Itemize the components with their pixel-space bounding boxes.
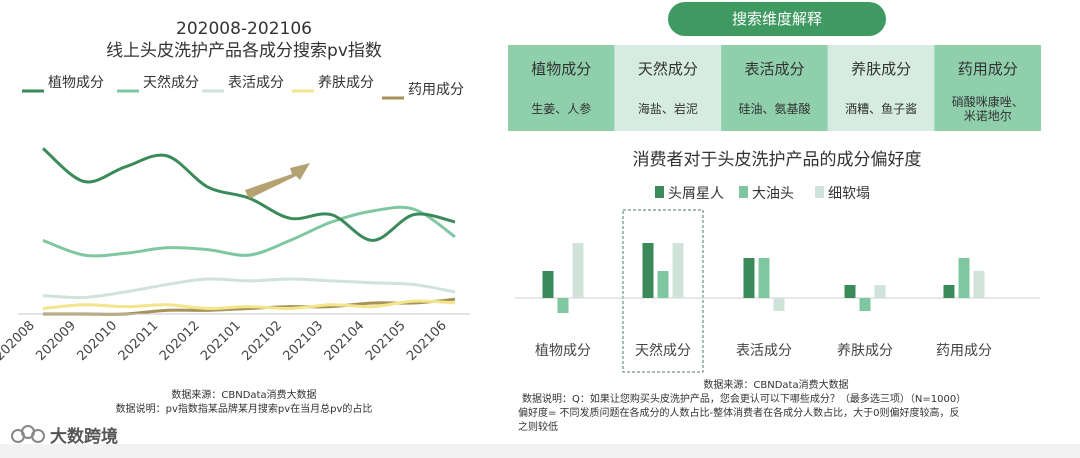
- bar-legend-swatch: [739, 186, 748, 198]
- bar-category-label: 养肤成分: [837, 343, 893, 359]
- bottom-bar: [0, 444, 1080, 458]
- bar-category-labels: 植物成分 天然成分 表活成分 养肤成分 药用成分: [535, 342, 992, 359]
- bar-legend-swatch: [655, 186, 664, 198]
- dimension-cell-value: 米诺地尔: [964, 108, 1012, 123]
- series-line: [42, 299, 456, 310]
- dimension-cell-value: 生姜、人参: [531, 101, 591, 116]
- left-explain-note: 数据说明：pv指数指某品牌某月搜索pv在当月总pv的占比: [116, 402, 373, 415]
- bar: [743, 258, 755, 298]
- bar: [859, 298, 871, 311]
- bar: [657, 271, 669, 298]
- highlight-box: [622, 209, 704, 373]
- dimension-cell-head: 养肤成分: [851, 60, 911, 78]
- line-chart-legend: 植物成分 天然成分 表活成分 养肤成分 药用成分: [22, 74, 464, 100]
- bar-legend-item: 头屑星人: [655, 186, 724, 202]
- legend-label: 表活成分: [228, 75, 284, 91]
- bar-chart-legend: 头屑星人 大油头 细软塌: [655, 186, 870, 202]
- bar: [874, 285, 886, 298]
- dimension-cell-head: 药用成分: [958, 60, 1018, 78]
- bar-legend-label: 细软塌: [828, 186, 870, 202]
- legend-label: 植物成分: [48, 75, 104, 91]
- legend-item: 药用成分: [382, 82, 464, 100]
- bar-legend-label: 头屑星人: [668, 186, 724, 202]
- dimension-cell-value: 酒糟、鱼子酱: [845, 101, 917, 116]
- line-chart-title-line1: 202008-202106: [176, 19, 312, 39]
- legend-label: 天然成分: [143, 74, 199, 91]
- right-source-note: 数据来源：CBNData消费大数据: [703, 378, 848, 391]
- line-chart: 202008-202106 线上头皮洗护产品各成分搜索pv指数 植物成分 天然成分…: [0, 19, 470, 447]
- bar: [943, 285, 955, 298]
- bar-chart-title: 消费者对于头皮洗护产品的成分偏好度: [633, 150, 922, 170]
- bar-category-label: 天然成分: [635, 342, 691, 359]
- dimension-cell-head: 表活成分: [744, 60, 804, 78]
- bar: [758, 258, 770, 298]
- legend-item: 植物成分: [22, 75, 104, 93]
- bar: [773, 298, 785, 311]
- legend-item: 表活成分: [202, 75, 284, 93]
- bar: [844, 285, 856, 298]
- dimension-cell-bg: [614, 45, 722, 131]
- pref-note-line1: 偏好度= 不同发质问题在各成分的人数占比-整体消费者在各成分人数占比，大于0则偏…: [518, 406, 960, 419]
- legend-item: 养肤成分: [292, 75, 374, 93]
- bar-legend-label: 大油头: [752, 186, 794, 202]
- bar-legend-swatch: [815, 186, 824, 198]
- dimension-cell-bg: [721, 45, 828, 131]
- bar: [572, 243, 584, 298]
- legend-label: 药用成分: [408, 82, 464, 98]
- line-chart-title-line2: 线上头皮洗护产品各成分搜索pv指数: [106, 41, 382, 61]
- bar-legend-item: 细软塌: [815, 186, 870, 202]
- bar-category-label: 植物成分: [535, 343, 591, 359]
- bar-series-group: [542, 243, 985, 313]
- bar-category-label: 药用成分: [936, 343, 992, 359]
- legend-label: 养肤成分: [318, 75, 374, 91]
- dimension-cell-value: 海盐、岩泥: [638, 101, 698, 116]
- dimension-cell-bg: [508, 45, 615, 131]
- right-explain-note: 数据说明：Q：如果让您购买头皮洗护产品，您会更认可以下哪些成分？（最多选三项）（…: [522, 392, 966, 405]
- bar: [642, 243, 654, 298]
- legend-item: 天然成分: [117, 74, 199, 93]
- dimension-cell-value: 硅油、氨基酸: [738, 101, 810, 116]
- dimension-table: 植物成分生姜、人参天然成分海盐、岩泥表活成分硅油、氨基酸养肤成分酒糟、鱼子酱药用…: [508, 45, 1041, 131]
- bar: [557, 298, 569, 313]
- series-line: [42, 205, 456, 258]
- logo: 大数跨境: [11, 425, 118, 447]
- dimension-banner-text: 搜索维度解释: [732, 10, 822, 28]
- dimension-cell-value: 硝酸咪康唑、: [952, 94, 1024, 109]
- bar: [542, 271, 554, 298]
- trend-arrow-icon: [245, 163, 310, 199]
- series-line: [42, 277, 456, 300]
- dimension-cell-head: 植物成分: [531, 60, 591, 78]
- dimension-cell-bg: [934, 45, 1041, 131]
- bar: [672, 243, 684, 298]
- chain-link-icon: [11, 425, 45, 443]
- left-source-note: 数据来源：CBNData消费大数据: [171, 388, 316, 401]
- logo-text: 大数跨境: [50, 426, 118, 447]
- bar-category-label: 表活成分: [736, 343, 792, 359]
- dimension-cell-head: 天然成分: [638, 60, 698, 78]
- dimension-cell-bg: [827, 45, 935, 131]
- pref-note-line2: 之则较低: [518, 420, 558, 433]
- dimension-banner: 搜索维度解释: [668, 2, 886, 36]
- bar: [973, 271, 985, 298]
- bar: [958, 258, 970, 298]
- bar-legend-item: 大油头: [739, 186, 794, 202]
